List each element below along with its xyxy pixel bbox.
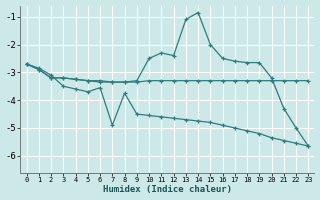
X-axis label: Humidex (Indice chaleur): Humidex (Indice chaleur) [103, 185, 232, 194]
